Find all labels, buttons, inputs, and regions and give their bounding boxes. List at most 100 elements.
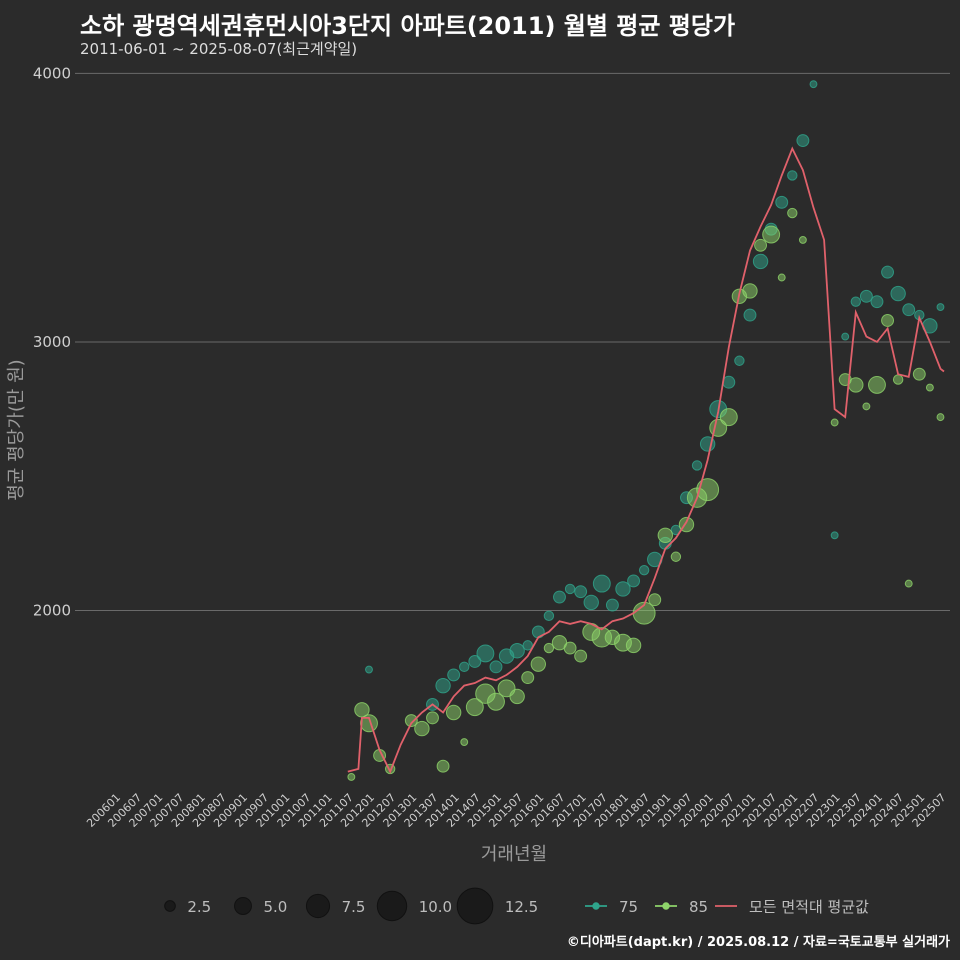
legend-size-circle [456,887,494,925]
data-point-75 [553,590,566,604]
legend: 2.5 5.0 7.5 10.0 12.5 75 85 모든 면적대 평균값 [164,887,869,925]
data-point-85 [742,283,758,299]
y-tick-label: 4000 [33,64,71,82]
legend-size-circle [376,890,408,922]
data-point-75 [796,134,810,148]
data-point-75 [627,574,641,588]
data-point-75 [459,661,470,673]
data-point-75 [574,585,588,599]
data-point-85 [912,367,926,381]
data-points [347,80,945,781]
data-point-85 [426,711,439,725]
y-axis: 2000 3000 4000 [33,64,71,619]
average-line [347,146,945,774]
legend-size-label: 2.5 [187,898,211,916]
data-point-85 [460,738,469,746]
data-point-85 [543,642,555,654]
data-point-85 [848,377,864,393]
data-point-75 [489,660,503,674]
data-point-85 [670,551,682,562]
y-tick-label: 2000 [33,601,71,619]
data-point-75 [881,265,895,279]
data-point-85 [465,698,484,717]
data-point-75 [476,644,495,663]
data-point-75 [509,643,525,659]
data-point-75 [850,296,862,307]
legend-size-label: 7.5 [342,898,366,916]
legend-key-point [662,902,670,910]
y-tick-label: 3000 [33,333,71,351]
data-point-75 [890,285,906,302]
data-point-85 [563,641,577,655]
data-point-85 [530,656,547,672]
data-point-75 [787,170,798,181]
data-point-75 [638,564,650,576]
legend-size-label: 5.0 [263,898,287,916]
data-point-85 [696,478,720,502]
source-caption: ©디아파트(dapt.kr) / 2025.08.12 / 자료=국토교통부 실… [566,935,950,950]
data-point-85 [719,408,738,427]
data-point-85 [414,720,430,737]
data-point-85 [521,671,535,685]
data-point-75 [902,303,916,317]
average-price-line [347,146,945,774]
data-point-85 [360,714,378,733]
data-point-75 [936,303,945,311]
data-point-85 [509,688,525,705]
x-axis-title: 거래년월 [481,844,547,865]
data-point-85 [487,692,505,711]
chart-subtitle: 2011-06-01 ~ 2025-08-07(최근계약일) [80,40,358,58]
data-point-85 [404,714,418,728]
grid [75,72,950,611]
legend-size-circle [305,893,331,919]
legend-size-label: 12.5 [505,898,538,916]
data-point-75 [564,583,576,595]
data-point-75 [734,355,745,366]
legend-key-point [592,902,600,910]
legend-size-circle [164,900,176,912]
data-point-85 [574,649,588,663]
data-point-75 [859,289,873,303]
data-point-75 [691,460,703,471]
data-point-85 [347,772,356,781]
data-point-75 [365,665,373,674]
data-point-75 [543,610,555,622]
data-point-75 [605,598,619,612]
legend-key-label: 85 [689,898,708,916]
x-axis: 2006012006072007012007072008012008072009… [84,791,948,830]
data-point-75 [522,640,533,651]
data-point-85 [936,413,945,422]
data-point-85 [648,593,662,607]
data-point-85 [787,207,798,219]
data-point-75 [870,295,884,309]
data-point-85 [881,314,895,327]
data-point-75 [435,677,451,694]
data-point-75 [592,574,611,593]
data-point-75 [841,332,850,341]
data-point-75 [775,195,789,209]
data-point-75 [743,308,757,322]
data-point-85 [868,375,886,394]
data-point-85 [777,273,786,282]
legend-size-label: 10.0 [419,898,452,916]
data-point-85 [436,759,450,773]
data-point-85 [925,383,934,392]
y-axis-title: 평균 평당가(만 원) [6,359,27,500]
data-point-75 [447,668,461,682]
chart-title: 소하 광명역세권휴먼시아3단지 아파트(2011) 월별 평균 평당가 [80,12,736,40]
data-point-85 [830,418,839,427]
data-point-85 [754,238,768,252]
legend-key-label: 75 [619,898,638,916]
data-point-85 [762,225,781,244]
data-point-85 [862,402,871,411]
data-point-85 [625,637,642,654]
data-point-75 [615,581,631,597]
legend-key-label: 모든 면적대 평균값 [749,898,869,916]
data-point-75 [830,531,839,540]
data-point-85 [657,527,674,543]
data-point-85 [892,374,904,385]
data-point-85 [904,579,913,588]
data-point-85 [445,704,462,721]
data-point-75 [752,253,769,270]
